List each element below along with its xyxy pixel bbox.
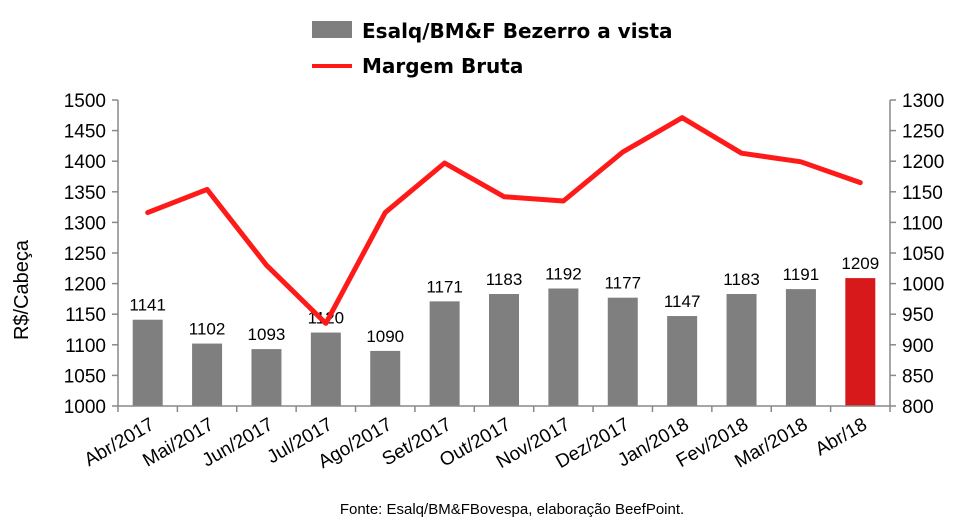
legend-label-bar: Esalq/BM&F Bezerro a vista [362,19,673,43]
bar-data-label: 1093 [248,325,286,344]
bar [132,319,163,406]
bar [785,289,816,406]
left-tick-label: 1400 [64,152,106,173]
legend-swatch-bar [312,21,352,38]
left-tick-label: 1000 [64,397,106,418]
right-tick-label: 900 [902,336,934,357]
left-tick-label: 1250 [64,244,106,265]
right-tick-label: 1100 [902,213,943,234]
right-tick-label: 1050 [902,244,944,265]
bar-data-label: 1177 [604,274,641,293]
bar-data-label: 1090 [366,327,404,346]
bar-data-label: 1147 [664,292,701,311]
bar [548,288,579,406]
bar [489,294,519,406]
bar-data-label: 1191 [783,265,820,284]
bar [845,278,876,406]
right-axis: 800 850 900 950 1000 1050 1100 1150 1200 1250 1300 [889,91,944,418]
bar [607,297,638,406]
x-tick-label: Abr/18 [812,414,871,460]
legend: Esalq/BM&F Bezerro a vista Margem Bruta [312,19,673,78]
left-tick-label: 1150 [65,305,106,326]
left-tick-label: 1200 [64,275,106,296]
right-tick-label: 950 [902,305,934,326]
left-tick-label: 1500 [64,91,106,112]
bar-data-label: 1102 [189,320,226,339]
right-tick-label: 1300 [902,91,944,112]
bar-data-label: 1183 [486,270,523,289]
bar-data-label: 1209 [841,254,879,273]
x-axis: Abr/2017Mai/2017Jun/2017Jul/2017Ago/2017… [81,405,891,473]
left-tick-label: 1300 [64,213,106,234]
bar [726,294,757,406]
bar [370,350,401,406]
right-tick-label: 850 [902,366,934,387]
right-tick-label: 1250 [902,122,944,143]
left-tick-label: 1450 [64,122,106,143]
bar-data-label: 1141 [129,296,166,315]
right-tick-label: 1000 [902,275,944,296]
bar [192,343,223,406]
bar-data-label: 1171 [426,277,463,296]
right-tick-label: 800 [902,397,934,418]
bar [310,332,341,406]
right-tick-label: 1200 [902,152,944,173]
bar [429,301,460,406]
bars [132,278,876,406]
left-tick-label: 1100 [65,336,106,357]
source-note: Fonte: Esalq/BM&FBovespa, elaboração Bee… [340,501,684,518]
left-tick-label: 1350 [64,183,106,204]
bar [667,316,698,406]
bar-data-label: 1192 [545,264,582,283]
left-axis: 1000 1050 1100 1150 1200 1250 1300 1350 1400 1450… [64,91,119,418]
bar-data-label: 1183 [723,270,760,289]
y-axis-label: R$/Cabeça [11,239,33,340]
left-tick-label: 1050 [64,366,106,387]
bar [251,349,282,406]
right-tick-label: 1150 [902,183,943,204]
margem-bruta-line [145,115,863,326]
legend-label-line: Margem Bruta [362,54,523,78]
line-series [145,115,863,326]
